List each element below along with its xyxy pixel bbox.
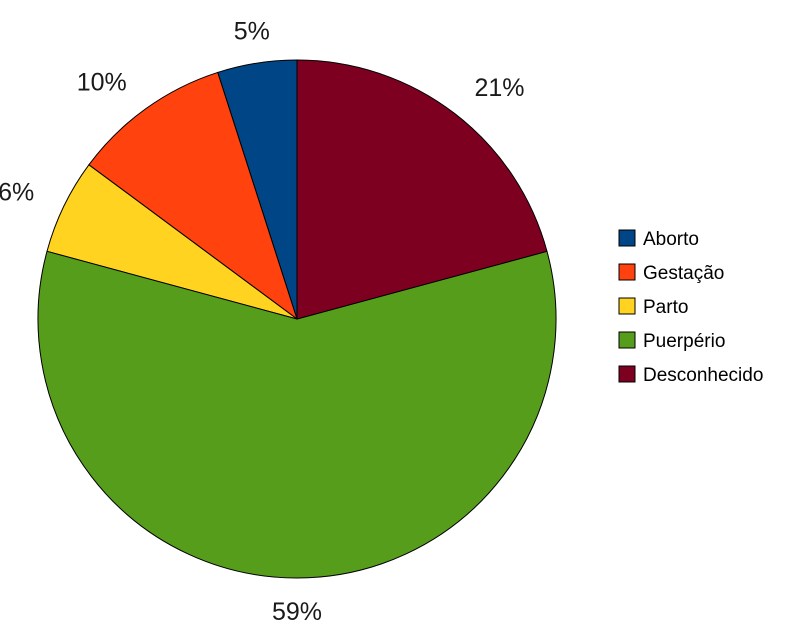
pie-slice-desconhecido bbox=[296, 59, 548, 320]
pie-value-label: 21% bbox=[475, 74, 525, 102]
legend-swatch-puerpério bbox=[618, 331, 636, 349]
legend-swatch-parto bbox=[618, 297, 636, 315]
legend-swatch-gestação bbox=[618, 263, 636, 281]
pie-slice-puerpério bbox=[37, 250, 557, 579]
legend-label: Aborto bbox=[643, 229, 699, 250]
legend-label: Puerpério bbox=[643, 331, 725, 352]
pie-slice-gestação bbox=[88, 71, 298, 321]
pie-value-label: 10% bbox=[77, 69, 127, 97]
legend-label: Gestação bbox=[643, 263, 724, 284]
legend-label: Desconhecido bbox=[643, 365, 763, 386]
legend: Aborto Gestação Parto Puerpério Desconhecido bbox=[618, 229, 763, 386]
legend-label: Parto bbox=[643, 297, 688, 318]
legend-swatch-desconhecido bbox=[618, 365, 636, 383]
pie-value-label: 5% bbox=[234, 18, 270, 46]
legend-swatch-aborto bbox=[618, 229, 636, 247]
pie-slices bbox=[37, 59, 557, 579]
pie-value-label: 6% bbox=[0, 179, 34, 207]
pie-value-labels: 5% 10% 6% 59% 21% bbox=[0, 18, 525, 627]
pie-value-label: 59% bbox=[272, 598, 322, 626]
